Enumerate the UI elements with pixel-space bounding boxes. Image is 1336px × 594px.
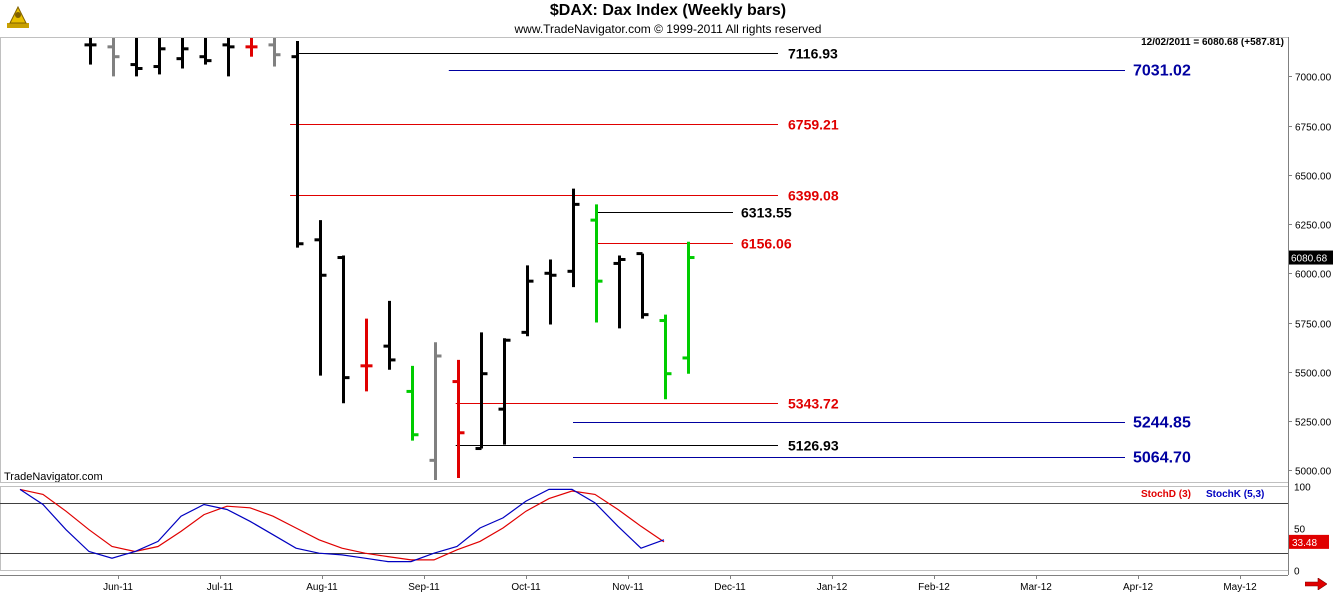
ohlc-bar	[314, 220, 327, 376]
stoch-last-label: 33.48	[1292, 538, 1317, 549]
y-tick-label: 5750.00	[1295, 320, 1332, 331]
ohlc-bar	[475, 332, 488, 451]
y-tick-label: 5000.00	[1295, 467, 1332, 478]
ohlc-bar	[636, 252, 649, 319]
ohlc-bar	[567, 188, 580, 288]
level-label-0: 7116.93	[788, 46, 838, 62]
y-tick-label: 5250.00	[1295, 418, 1332, 429]
chart-title: $DAX: Dax Index (Weekly bars)	[549, 2, 787, 19]
time-axis: Jun-11 Jul-11 Aug-11 Sep-11 Oct-11 Nov-11 Dec-…	[103, 575, 1257, 593]
y-tick-label: 7000.00	[1295, 73, 1332, 84]
last-price-label: 6080.68	[1291, 254, 1328, 265]
ohlc-bar	[429, 342, 442, 481]
stochd-legend: StochD (3)	[1141, 489, 1191, 500]
osc-tick-label: 0	[1294, 567, 1300, 578]
y-tick-label: 6250.00	[1295, 221, 1332, 232]
ohlc-bar	[153, 38, 166, 75]
y-tick-label: 6750.00	[1295, 123, 1332, 134]
level-label-6: 5343.72	[788, 396, 839, 412]
level-label-7: 5244.85	[1133, 415, 1191, 432]
ohlc-bar	[291, 40, 304, 248]
ohlc-bar	[222, 38, 235, 77]
x-tick-label: Nov-11	[612, 582, 644, 593]
osc-tick-label: 100	[1294, 483, 1311, 494]
x-tick-label: Mar-12	[1020, 582, 1052, 593]
level-label-1: 7031.02	[1133, 63, 1191, 80]
ohlc-bar	[498, 338, 511, 445]
watermark: TradeNavigator.com	[4, 471, 103, 483]
ohlc-bar	[383, 300, 396, 370]
x-tick-label: Oct-11	[511, 582, 541, 593]
ohlc-bar	[268, 38, 281, 67]
ohlc-bar	[590, 204, 603, 323]
price-axis: 7000.00 6750.00 6500.00 6250.00 6000.00 5750.…	[1288, 73, 1333, 478]
x-tick-label: May-12	[1223, 582, 1257, 593]
ohlc-bar	[613, 255, 626, 329]
ohlc-bar	[406, 365, 419, 441]
stochk-legend: StochK (5,3)	[1206, 489, 1264, 500]
ohlc-bar	[544, 259, 557, 325]
x-tick-label: Dec-11	[714, 582, 746, 593]
osc-tick-label: 50	[1294, 525, 1306, 536]
level-label-2: 6759.21	[788, 117, 839, 133]
scroll-right-arrow-icon[interactable]	[1305, 578, 1327, 590]
level-label-9: 5064.70	[1133, 450, 1191, 467]
y-tick-label: 6000.00	[1295, 270, 1332, 281]
x-tick-label: Feb-12	[918, 582, 950, 593]
ohlc-bar	[84, 38, 97, 65]
y-tick-label: 5500.00	[1295, 369, 1332, 380]
ohlc-bar	[659, 314, 672, 400]
price-panel-border	[0, 37, 1289, 483]
chart-subtitle: www.TradeNavigator.com © 1999-2011 All r…	[514, 22, 822, 36]
level-label-3: 6399.08	[788, 188, 839, 204]
x-tick-label: Jan-12	[817, 582, 848, 593]
ohlc-bar	[130, 38, 143, 77]
x-tick-label: Jun-11	[103, 582, 133, 593]
last-price-badge	[1289, 250, 1333, 265]
stochd-line	[19, 488, 665, 561]
x-tick-label: Aug-11	[306, 582, 338, 593]
level-label-8: 5126.93	[788, 438, 839, 454]
ohlc-bar	[521, 265, 534, 337]
ohlc-bars	[84, 38, 695, 481]
stoch-last-badge	[1289, 534, 1329, 549]
level-label-4: 6313.55	[741, 205, 792, 221]
chart-frame	[0, 37, 1289, 576]
ohlc-bar	[682, 241, 695, 374]
ohlc-bar	[245, 38, 258, 57]
trade-navigator-logo-icon[interactable]	[4, 3, 32, 31]
stochastic-panel: 100 50 0 StochD (3) StochK (5,3) 33.48	[0, 483, 1329, 578]
level-label-5: 6156.06	[741, 236, 792, 252]
ohlc-bar	[107, 38, 120, 77]
x-tick-label: Apr-12	[1123, 582, 1153, 593]
stochk-line	[19, 488, 665, 563]
ohlc-bar	[337, 255, 350, 404]
price-readout: 12/02/2011 = 6080.68 (+587.81)	[1141, 37, 1284, 48]
x-tick-label: Sep-11	[408, 582, 440, 593]
x-tick-label: Jul-11	[207, 582, 234, 593]
ohlc-bar	[199, 38, 212, 65]
y-tick-label: 6500.00	[1295, 172, 1332, 183]
ohlc-bar	[360, 318, 373, 392]
ohlc-bar	[176, 38, 189, 69]
ohlc-bar	[452, 359, 465, 479]
